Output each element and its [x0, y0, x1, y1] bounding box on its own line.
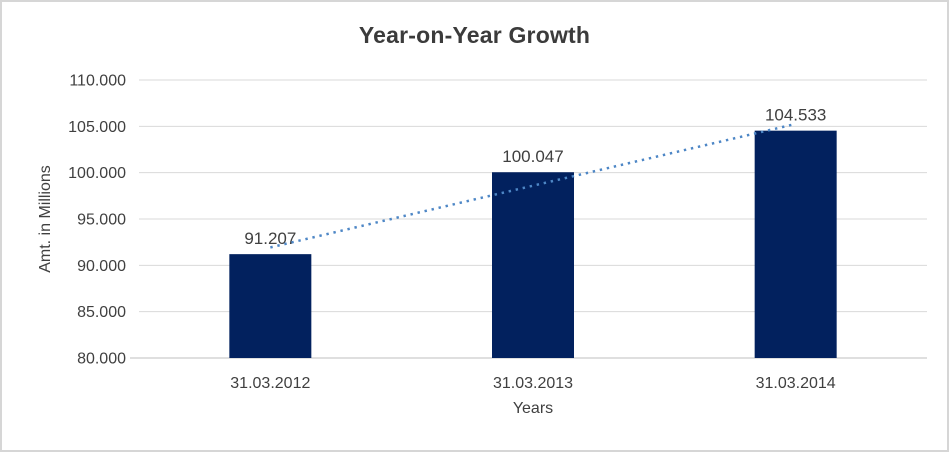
y-axis-tick-label: 80.000: [77, 351, 126, 368]
x-axis-tick-label: 31.03.2012: [230, 375, 310, 392]
y-axis-tick-label: 100.000: [68, 165, 126, 182]
bar-value-label: 104.533: [765, 106, 826, 125]
x-axis-tick-label: 31.03.2014: [756, 375, 836, 392]
bar: [492, 172, 574, 358]
y-axis-tick-label: 95.000: [77, 212, 126, 229]
y-axis-tick-label: 85.000: [77, 304, 126, 321]
bar-value-label: 91.207: [244, 229, 296, 248]
bar: [754, 130, 837, 358]
chart-title: Year-on-Year Growth: [358, 22, 591, 48]
bar-value-label: 100.047: [502, 147, 563, 166]
y-axis-tick-label: 90.000: [77, 258, 126, 275]
x-axis-tick-label: 31.03.2013: [493, 375, 573, 392]
y-axis-tick-label: 105.000: [68, 119, 126, 136]
bar: [229, 254, 312, 358]
y-axis-tick-label: 110.000: [69, 73, 126, 90]
x-axis-title: Years: [512, 400, 554, 417]
